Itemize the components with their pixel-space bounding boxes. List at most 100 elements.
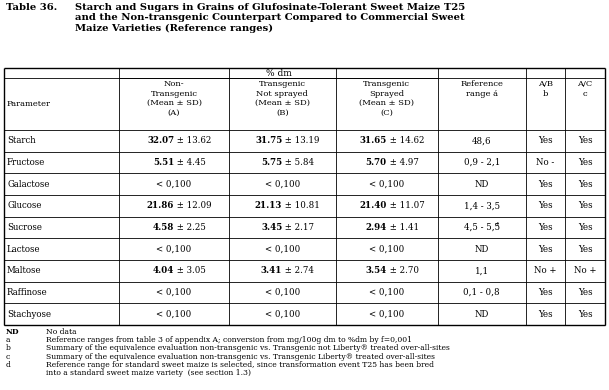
Text: Glucose: Glucose [7,201,41,210]
Text: < 0,100: < 0,100 [157,180,192,189]
Text: Sucrose: Sucrose [7,223,42,232]
Text: No +: No + [534,266,557,275]
Text: ± 11.07: ± 11.07 [387,201,424,210]
Text: ± 13.62: ± 13.62 [174,136,211,145]
Text: < 0,100: < 0,100 [369,310,404,319]
Text: ± 14.62: ± 14.62 [387,136,424,145]
Text: a: a [6,336,10,344]
Text: 5.75: 5.75 [261,158,282,167]
Text: 31.65: 31.65 [359,136,387,145]
Text: 21.13: 21.13 [255,201,282,210]
Text: 5.70: 5.70 [366,158,387,167]
Text: Raffinose: Raffinose [7,288,48,297]
Text: ± 12.09: ± 12.09 [174,201,212,210]
Text: 4,5 - 5,5: 4,5 - 5,5 [463,223,500,232]
Text: Yes: Yes [578,158,593,167]
Text: b: b [6,344,11,353]
Text: Fructose: Fructose [7,158,46,167]
Text: Yes: Yes [538,245,553,254]
Text: 4.04: 4.04 [153,266,174,275]
Text: ± 4.97: ± 4.97 [387,158,419,167]
Text: Starch: Starch [7,136,35,145]
Text: ± 2.25: ± 2.25 [174,223,206,232]
Text: Yes: Yes [578,136,593,145]
Text: 1,4 - 3,5: 1,4 - 3,5 [463,201,500,210]
Text: Yes: Yes [538,201,553,210]
Text: 31.75: 31.75 [255,136,282,145]
Text: Yes: Yes [578,223,593,232]
Text: Yes: Yes [578,201,593,210]
Text: Summary of the equivalence evaluation non-transgenic vs. Transgenic not Liberty®: Summary of the equivalence evaluation no… [46,344,450,353]
Text: 1,1: 1,1 [475,266,489,275]
Text: 3.54: 3.54 [365,266,387,275]
Text: < 0,100: < 0,100 [265,180,300,189]
Text: d: d [6,361,11,369]
Text: < 0,100: < 0,100 [157,310,192,319]
Text: < 0,100: < 0,100 [157,245,192,254]
Text: Lactose: Lactose [7,245,41,254]
Text: 48,6: 48,6 [472,136,491,145]
Text: into a standard sweet maize variety  (see section 1.3): into a standard sweet maize variety (see… [46,369,251,377]
Text: 5.51: 5.51 [153,158,174,167]
Text: Non-
Transgenic
(Mean ± SD)
(A): Non- Transgenic (Mean ± SD) (A) [147,80,202,117]
Text: ND: ND [6,328,19,336]
Text: 2.94: 2.94 [365,223,387,232]
Text: ± 1.41: ± 1.41 [387,223,419,232]
Text: No data: No data [46,328,77,336]
Text: ± 5.84: ± 5.84 [282,158,314,167]
Text: 3.45: 3.45 [261,223,282,232]
Text: and the Non-transgenic Counterpart Compared to Commercial Sweet: and the Non-transgenic Counterpart Compa… [75,14,465,23]
Text: % dm: % dm [266,69,292,78]
Text: ± 2.70: ± 2.70 [387,266,419,275]
Text: < 0,100: < 0,100 [265,245,300,254]
Text: 32.07: 32.07 [147,136,174,145]
Text: Yes: Yes [578,288,593,297]
Text: Transgenic
Sprayed
(Mean ± SD)
(C): Transgenic Sprayed (Mean ± SD) (C) [359,80,414,117]
Text: ± 3.05: ± 3.05 [174,266,206,275]
Text: 3.41: 3.41 [261,266,282,275]
Text: 21.86: 21.86 [147,201,174,210]
Text: 0,1 - 0,8: 0,1 - 0,8 [463,288,500,297]
Text: 21.40: 21.40 [359,201,387,210]
Text: Yes: Yes [578,310,593,319]
Text: Parameter: Parameter [7,100,51,108]
Text: Transgenic
Not sprayed
(Mean ± SD)
(B): Transgenic Not sprayed (Mean ± SD) (B) [255,80,310,117]
Text: < 0,100: < 0,100 [265,310,300,319]
Text: < 0,100: < 0,100 [369,245,404,254]
Text: < 0,100: < 0,100 [265,288,300,297]
Text: Galactose: Galactose [7,180,49,189]
Text: Summary of the equivalence evaluation non-transgenic vs. Transgenic Liberty® tre: Summary of the equivalence evaluation no… [46,353,435,361]
Text: Yes: Yes [538,310,553,319]
Text: Reference ranges from table 3 of appendix A; conversion from mg/100g dm to %dm b: Reference ranges from table 3 of appendi… [46,336,412,344]
Text: c: c [6,353,10,361]
Text: ± 13.19: ± 13.19 [282,136,320,145]
Text: A/B
b: A/B b [538,80,553,98]
Text: ND: ND [474,180,489,189]
Text: Yes: Yes [538,223,553,232]
Text: ND: ND [474,245,489,254]
Text: Yes: Yes [538,136,553,145]
Text: ± 4.45: ± 4.45 [174,158,206,167]
Text: d: d [495,222,499,227]
Text: No +: No + [574,266,596,275]
Text: Reference
range á: Reference range á [460,80,503,98]
Text: ± 10.81: ± 10.81 [282,201,320,210]
Text: Yes: Yes [578,245,593,254]
Text: ± 2.17: ± 2.17 [282,223,314,232]
Text: < 0,100: < 0,100 [157,288,192,297]
Text: Maize Varieties (Reference ranges): Maize Varieties (Reference ranges) [75,24,273,33]
Text: Maltose: Maltose [7,266,41,275]
Text: Table 36.: Table 36. [6,3,57,12]
Text: A/C
c: A/C c [577,80,593,98]
Text: Yes: Yes [538,180,553,189]
Text: Yes: Yes [578,180,593,189]
Text: 0,9 - 2,1: 0,9 - 2,1 [463,158,500,167]
Text: Reference range for standard sweet maize is selected, since transformation event: Reference range for standard sweet maize… [46,361,434,369]
Text: < 0,100: < 0,100 [369,180,404,189]
Text: ND: ND [474,310,489,319]
Text: Yes: Yes [538,288,553,297]
Text: 4.58: 4.58 [153,223,174,232]
Text: Starch and Sugars in Grains of Glufosinate-Tolerant Sweet Maize T25: Starch and Sugars in Grains of Glufosina… [75,3,465,12]
Text: < 0,100: < 0,100 [369,288,404,297]
Text: ± 2.74: ± 2.74 [282,266,314,275]
